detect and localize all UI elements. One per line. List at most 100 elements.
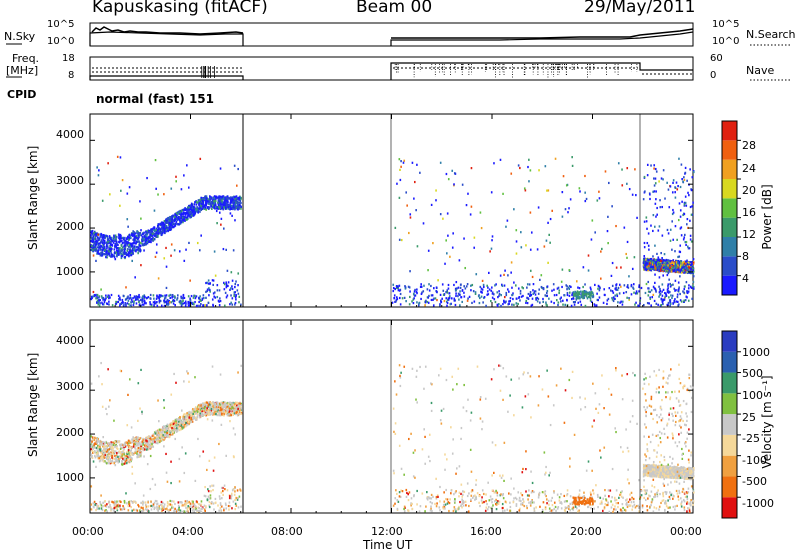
data-cell xyxy=(149,301,151,304)
data-cell xyxy=(685,260,687,263)
data-cell xyxy=(210,200,213,204)
data-cell xyxy=(139,298,142,302)
data-cell xyxy=(119,239,122,243)
data-cell xyxy=(551,209,554,212)
data-cell xyxy=(661,294,664,297)
data-cell xyxy=(115,237,117,240)
data-cell xyxy=(163,229,166,232)
data-cell xyxy=(124,298,127,301)
data-cell xyxy=(398,289,401,292)
data-cell xyxy=(132,234,134,238)
data-cell xyxy=(186,415,189,418)
data-cell xyxy=(463,291,465,294)
data-cell xyxy=(97,452,99,455)
data-cell xyxy=(413,290,416,293)
data-cell xyxy=(180,217,183,220)
data-cell xyxy=(529,291,532,294)
data-cell xyxy=(105,441,107,444)
data-cell xyxy=(187,186,190,189)
data-cell xyxy=(149,240,151,243)
data-cell xyxy=(153,433,155,436)
data-cell xyxy=(139,233,141,237)
data-cell xyxy=(130,459,132,463)
data-cell xyxy=(439,161,442,164)
data-cell xyxy=(169,423,172,427)
data-cell xyxy=(497,303,500,306)
data-cell xyxy=(134,276,136,279)
data-cell xyxy=(97,233,100,236)
data-cell xyxy=(225,206,227,209)
data-cell xyxy=(234,296,237,299)
data-cell xyxy=(159,222,162,225)
data-cell xyxy=(677,281,680,284)
data-cell xyxy=(685,281,688,284)
data-cell xyxy=(230,201,232,204)
data-cell xyxy=(194,297,197,300)
data-cell xyxy=(564,208,567,211)
data-cell xyxy=(654,266,657,270)
data-cell xyxy=(206,407,208,410)
data-cell xyxy=(170,222,172,225)
data-cell xyxy=(510,261,513,264)
data-cell xyxy=(420,297,422,301)
data-cell xyxy=(679,227,682,230)
data-cell xyxy=(120,451,122,454)
data-cell xyxy=(207,301,210,305)
data-cell xyxy=(403,296,406,299)
data-cell xyxy=(648,258,650,261)
data-cell xyxy=(236,408,239,412)
nave-tick-top: 60 xyxy=(710,53,723,64)
data-cell xyxy=(173,223,176,226)
data-cell xyxy=(225,408,227,411)
data-cell xyxy=(134,444,137,447)
data-cell xyxy=(459,290,461,293)
data-cell xyxy=(126,302,129,305)
data-cell xyxy=(142,239,145,242)
data-cell xyxy=(560,300,562,303)
data-cell xyxy=(654,177,657,180)
data-cell xyxy=(667,287,669,290)
data-cell xyxy=(611,296,613,300)
data-cell xyxy=(205,197,208,200)
data-cell xyxy=(131,259,134,263)
data-cell xyxy=(99,299,101,302)
data-cell xyxy=(149,234,151,237)
data-cell xyxy=(108,300,110,303)
data-cell xyxy=(548,233,550,236)
data-cell xyxy=(652,259,655,262)
data-cell xyxy=(173,299,175,302)
data-cell xyxy=(673,262,675,265)
data-cell xyxy=(236,202,239,205)
data-cell xyxy=(665,294,668,297)
data-cell xyxy=(173,249,176,252)
data-cell xyxy=(105,256,107,259)
data-cell xyxy=(692,269,694,272)
data-cell xyxy=(175,424,178,427)
data-cell xyxy=(690,240,693,243)
data-cell xyxy=(571,164,574,167)
data-cell xyxy=(178,212,181,215)
data-cell xyxy=(408,231,410,235)
data-cell xyxy=(534,290,537,293)
data-cell xyxy=(115,240,118,243)
data-cell xyxy=(165,300,168,304)
data-cell xyxy=(661,205,664,209)
data-cell xyxy=(139,250,142,253)
data-cell xyxy=(228,412,231,415)
data-cell xyxy=(675,261,678,264)
data-cell xyxy=(116,447,118,450)
data-cell xyxy=(108,460,110,463)
freq-line-late xyxy=(390,62,693,80)
data-cell xyxy=(97,252,100,255)
data-cell xyxy=(644,268,646,271)
data-cell xyxy=(112,254,114,258)
data-cell xyxy=(196,206,198,209)
data-cell xyxy=(692,284,694,287)
data-cell xyxy=(482,285,485,289)
xtick-0: 00:00 xyxy=(72,525,104,538)
nsky-line-late xyxy=(390,31,694,46)
data-cell xyxy=(656,206,658,210)
data-cell xyxy=(104,248,107,251)
data-cell xyxy=(138,441,140,445)
data-cell xyxy=(92,451,94,454)
